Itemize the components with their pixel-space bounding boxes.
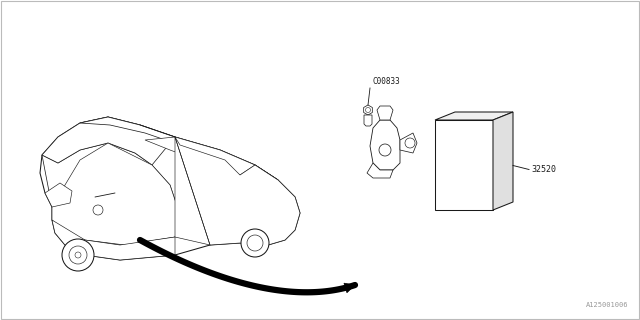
Polygon shape — [435, 112, 513, 120]
Polygon shape — [52, 143, 180, 245]
Circle shape — [365, 108, 371, 113]
Circle shape — [69, 246, 87, 264]
Text: 32520: 32520 — [531, 165, 556, 174]
Circle shape — [379, 144, 391, 156]
Circle shape — [75, 252, 81, 258]
Text: C00833: C00833 — [372, 77, 400, 86]
Polygon shape — [435, 120, 493, 210]
Polygon shape — [344, 283, 355, 293]
Polygon shape — [377, 106, 393, 120]
Polygon shape — [40, 117, 300, 260]
Polygon shape — [364, 115, 372, 126]
Circle shape — [93, 205, 103, 215]
Polygon shape — [42, 143, 180, 245]
Text: A125001006: A125001006 — [586, 302, 628, 308]
Circle shape — [247, 235, 263, 251]
Polygon shape — [364, 105, 372, 115]
Polygon shape — [175, 137, 300, 245]
Circle shape — [241, 229, 269, 257]
Circle shape — [405, 138, 415, 148]
Polygon shape — [42, 117, 175, 165]
Polygon shape — [370, 120, 400, 170]
Polygon shape — [493, 112, 513, 210]
Polygon shape — [80, 117, 278, 180]
Polygon shape — [367, 163, 393, 178]
Polygon shape — [145, 137, 278, 180]
Circle shape — [62, 239, 94, 271]
Polygon shape — [45, 183, 72, 207]
Polygon shape — [52, 220, 175, 260]
Polygon shape — [400, 133, 417, 153]
